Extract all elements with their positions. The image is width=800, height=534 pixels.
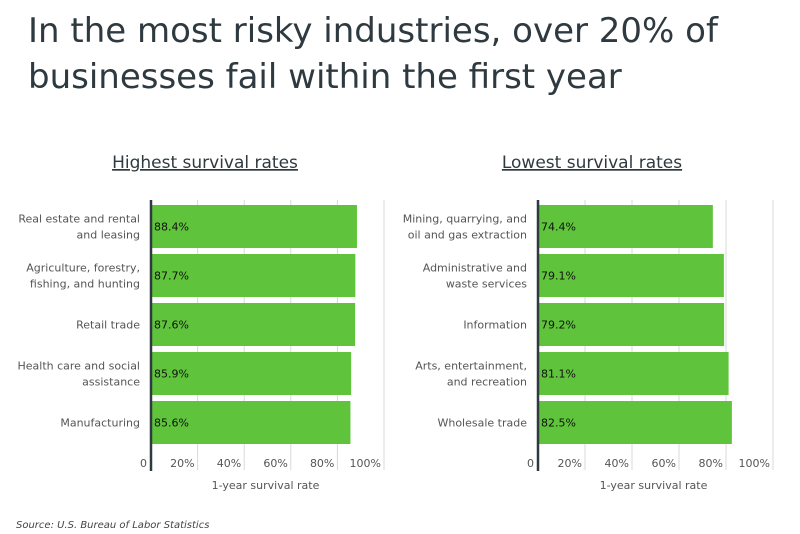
- category-label: Administrative and waste services: [423, 262, 528, 291]
- data-label: 87.7%: [154, 270, 189, 283]
- bar: [538, 401, 732, 444]
- bar: [538, 352, 729, 395]
- category-label: Retail trade: [76, 319, 140, 332]
- data-label: 87.6%: [154, 319, 189, 332]
- data-label: 74.4%: [541, 221, 576, 234]
- data-label: 79.2%: [541, 319, 576, 332]
- tick-label: 40%: [605, 457, 629, 470]
- data-label: 81.1%: [541, 368, 576, 381]
- category-label-line: and leasing: [77, 229, 141, 242]
- bar: [151, 254, 356, 297]
- bar: [538, 254, 724, 297]
- category-label-line: Information: [463, 319, 527, 332]
- category-label: Wholesale trade: [437, 417, 527, 430]
- category-label-line: assistance: [82, 376, 140, 389]
- chart-1: Highest survival rates 0 20% 40% 60% 80% 100% 8…: [17, 153, 385, 492]
- chart-title: Lowest survival rates: [502, 153, 682, 173]
- category-label-line: Real estate and rental: [18, 213, 140, 226]
- tick-label: 0: [527, 457, 534, 470]
- bar: [151, 401, 351, 444]
- category-label-line: waste services: [446, 278, 527, 291]
- bar: [151, 205, 357, 248]
- tick-label: 40%: [217, 457, 241, 470]
- category-label-line: Manufacturing: [60, 417, 140, 430]
- category-label-line: and recreation: [447, 376, 527, 389]
- data-label: 88.4%: [154, 221, 189, 234]
- category-label-line: Health care and social: [17, 360, 140, 373]
- category-label: Mining, quarrying, and oil and gas extrac…: [403, 213, 527, 242]
- category-label-line: Agriculture, forestry,: [26, 262, 140, 275]
- category-label-line: fishing, and hunting: [30, 278, 140, 291]
- bar: [538, 205, 713, 248]
- chart-title: Highest survival rates: [112, 153, 298, 173]
- category-label-line: Wholesale trade: [437, 417, 527, 430]
- tick-label: 100%: [350, 457, 381, 470]
- category-label: Information: [463, 319, 527, 332]
- source-note: Source: U.S. Bureau of Labor Statistics: [16, 520, 210, 531]
- category-label-line: Administrative and: [423, 262, 527, 275]
- data-label: 79.1%: [541, 270, 576, 283]
- category-label: Manufacturing: [60, 417, 140, 430]
- category-label-line: oil and gas extraction: [408, 229, 527, 242]
- tick-label: 100%: [739, 457, 770, 470]
- data-label: 82.5%: [541, 417, 576, 430]
- tick-label: 60%: [652, 457, 676, 470]
- tick-label: 0: [140, 457, 147, 470]
- chart-2: Lowest survival rates 0 20% 40% 60% 80% 100% 74…: [403, 153, 774, 492]
- category-label: Real estate and rental and leasing: [18, 213, 140, 242]
- category-label: Agriculture, forestry, fishing, and hunti…: [26, 262, 140, 291]
- tick-label: 20%: [170, 457, 194, 470]
- data-label: 85.6%: [154, 417, 189, 430]
- category-label-line: Arts, entertainment,: [415, 360, 527, 373]
- tick-label: 80%: [699, 457, 723, 470]
- tick-label: 60%: [263, 457, 287, 470]
- x-axis-title: 1-year survival rate: [600, 479, 708, 492]
- category-label-line: Retail trade: [76, 319, 140, 332]
- bar: [538, 303, 725, 346]
- data-label: 85.9%: [154, 368, 189, 381]
- category-label: Health care and social assistance: [17, 360, 140, 389]
- page-title: In the most risky industries, over 20% o…: [28, 11, 718, 97]
- bar: [151, 303, 356, 346]
- tick-label: 20%: [558, 457, 582, 470]
- x-axis-title: 1-year survival rate: [212, 479, 320, 492]
- tick-label: 80%: [310, 457, 334, 470]
- category-label: Arts, entertainment, and recreation: [415, 360, 527, 389]
- bar: [151, 352, 352, 395]
- category-label-line: Mining, quarrying, and: [403, 213, 527, 226]
